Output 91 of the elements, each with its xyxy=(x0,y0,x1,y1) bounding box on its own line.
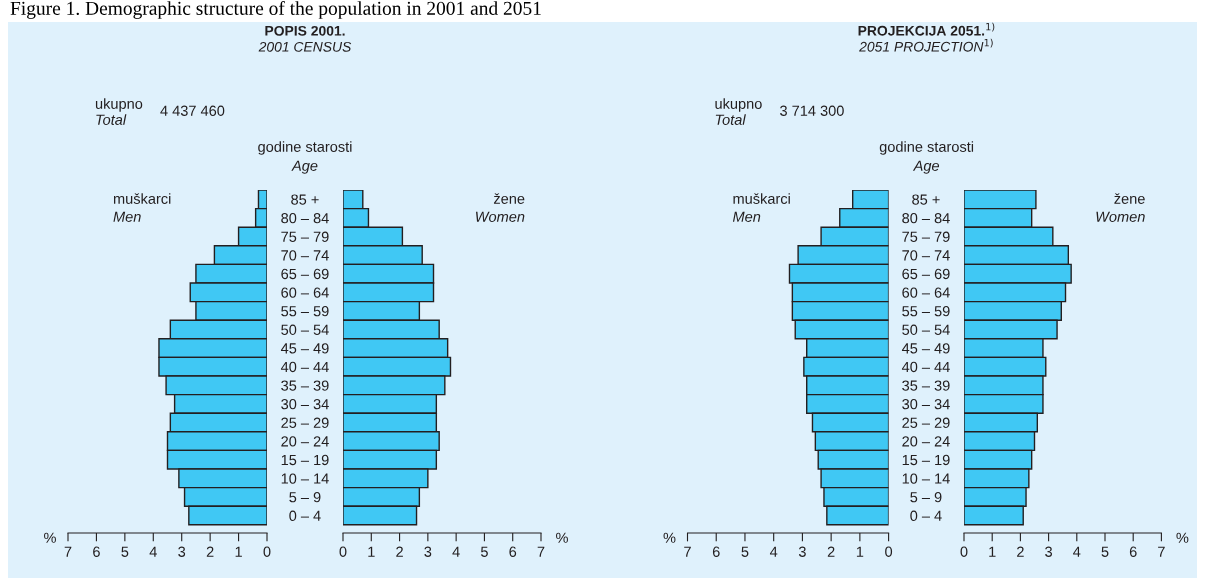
text: žene Women xyxy=(476,193,525,222)
text: muškarci Men xyxy=(113,193,171,222)
text: 3 714 300 xyxy=(780,105,844,116)
text: Age xyxy=(291,160,318,174)
text: POPIS 2001. xyxy=(265,25,345,36)
x-tick-label: 4 xyxy=(769,546,778,557)
x-tick-label: 4 xyxy=(452,546,460,557)
y-tick-label: 5 – 9 xyxy=(910,492,942,503)
x-tick-label: 5 xyxy=(480,546,488,557)
y-tick-label: 70 – 74 xyxy=(902,250,950,261)
text: PROJEKCIJA 2051.$^{1)}$ xyxy=(858,22,995,36)
x-tick-label: 4 xyxy=(149,546,157,557)
text: ukupno xyxy=(95,98,143,112)
text: Total xyxy=(96,114,127,125)
text: godine starosti xyxy=(879,141,974,155)
x-tick-label: 5 xyxy=(121,546,129,557)
y-tick-label: 45 – 49 xyxy=(901,343,950,354)
x-tick-label: 0 xyxy=(960,546,968,557)
x-axis-title: % xyxy=(556,532,568,543)
x-tick-label: 2 xyxy=(396,546,403,557)
x-tick-label: 3 xyxy=(178,546,186,557)
y-tick-label: 35 – 39 xyxy=(281,380,329,391)
x-tick-label: 7 xyxy=(64,546,72,557)
y-tick-label: 80 – 84 xyxy=(902,213,950,224)
text: 2001 CENSUS xyxy=(258,41,352,52)
y-tick-label: 10 – 14 xyxy=(281,473,329,484)
text: 2051 PROJECTION$^{1)}$ xyxy=(859,38,993,52)
y-tick-label: 20 – 24 xyxy=(902,436,950,447)
y-tick-label: 60 – 64 xyxy=(902,287,950,298)
x-tick-label: 7 xyxy=(537,546,545,557)
x-tick-label: 3 xyxy=(798,546,806,557)
y-tick-label: 50 – 54 xyxy=(902,324,950,335)
y-tick-label: 15 – 19 xyxy=(902,454,950,466)
y-tick-label: 55 – 59 xyxy=(281,306,329,317)
y-tick-label: 75 – 79 xyxy=(281,231,329,242)
y-tick-label: 20 – 24 xyxy=(281,436,329,447)
x-tick-label: 6 xyxy=(93,546,100,557)
x-tick-label: 1 xyxy=(856,546,864,557)
x-tick-label: 0 xyxy=(263,546,271,557)
series-label: muškarci Men xyxy=(732,193,790,222)
y-tick-label: 85 + xyxy=(912,194,940,205)
x-tick-label: 1 xyxy=(235,546,242,557)
y-tick-label: 10 – 14 xyxy=(902,473,950,484)
text: ukupno xyxy=(715,98,762,112)
y-tick-label: 75 – 79 xyxy=(902,231,950,242)
y-tick-label: 5 – 9 xyxy=(289,492,321,503)
x-tick-label: 2 xyxy=(827,546,835,557)
caption: Figure 1. Demographic structure of the population in 2001 and 2051 xyxy=(10,1,541,19)
y-tick-label: 35 – 39 xyxy=(902,380,950,391)
y-tick-label: 30 – 34 xyxy=(902,399,950,410)
text: 4 437 460 xyxy=(160,105,225,116)
y-tick-label: 80 – 84 xyxy=(281,213,329,224)
x-tick-label: 4 xyxy=(1073,546,1081,557)
x-tick-label: 3 xyxy=(424,546,432,557)
x-tick-label: 6 xyxy=(1129,546,1137,557)
text: žene Women xyxy=(1096,193,1145,222)
x-tick-label: 7 xyxy=(684,546,691,557)
y-tick-label: 50 – 54 xyxy=(281,324,329,335)
x-tick-label: 0 xyxy=(339,546,347,557)
y-tick-label: 85 + xyxy=(291,194,319,205)
y-tick-label: 55 – 59 xyxy=(902,306,950,317)
y-tick-label: 15 – 19 xyxy=(281,454,329,466)
y-tick-label: 0 – 4 xyxy=(910,510,942,521)
y-tick-label: 45 – 49 xyxy=(280,343,329,354)
x-axis-title: % xyxy=(663,532,676,543)
x-axis-title: % xyxy=(1176,532,1189,543)
x-tick-label: 2 xyxy=(206,546,214,557)
x-tick-label: 6 xyxy=(712,546,720,557)
text: Age xyxy=(912,160,940,174)
x-tick-label: 5 xyxy=(1101,546,1109,557)
text: Total xyxy=(715,114,746,125)
y-tick-label: 60 – 64 xyxy=(281,287,329,298)
y-tick-label: 0 – 4 xyxy=(289,510,321,521)
x-tick-label: 5 xyxy=(741,546,749,557)
x-tick-label: 3 xyxy=(1045,546,1053,557)
y-tick-label: 25 – 29 xyxy=(281,417,329,428)
x-tick-label: 2 xyxy=(1017,546,1024,557)
y-tick-label: 25 – 29 xyxy=(902,417,950,428)
x-tick-label: 6 xyxy=(509,546,517,557)
y-tick-label: 30 – 34 xyxy=(281,399,329,410)
text: godine starosti xyxy=(258,141,352,155)
y-tick-label: 65 – 69 xyxy=(281,268,329,280)
x-tick-label: 0 xyxy=(885,546,893,557)
y-tick-label: 40 – 44 xyxy=(280,361,329,373)
y-tick-label: 65 – 69 xyxy=(902,268,950,280)
x-tick-label: 7 xyxy=(1158,546,1165,557)
y-tick-label: 70 – 74 xyxy=(281,250,329,261)
x-tick-label: 1 xyxy=(989,546,996,557)
y-tick-label: 40 – 44 xyxy=(901,361,950,373)
x-axis-title: % xyxy=(44,532,56,543)
x-tick-label: 1 xyxy=(368,546,375,557)
